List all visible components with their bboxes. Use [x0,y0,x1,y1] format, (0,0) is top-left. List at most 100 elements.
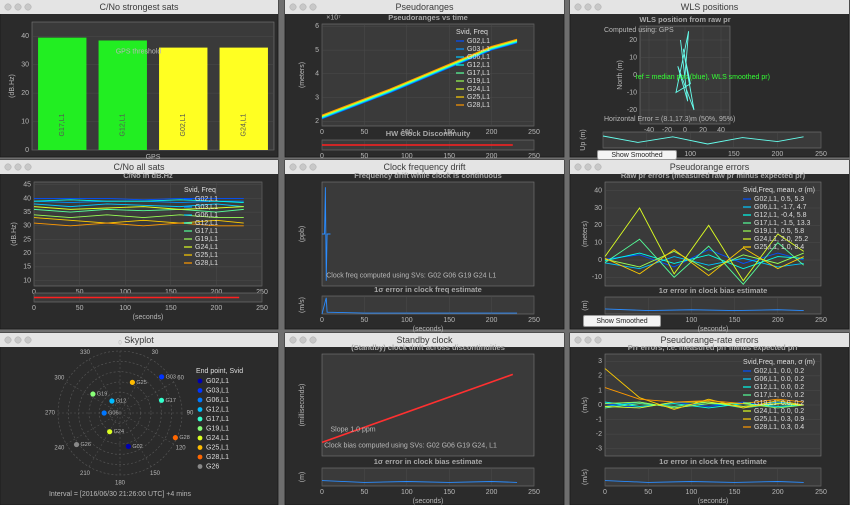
satellite [158,397,165,403]
y-tick-label: 45 [23,182,31,189]
y-tick-label: 0 [598,257,602,264]
legend-entry: G17,L1, 0.0, 0.2 [754,392,804,399]
data-line [33,217,244,224]
x-tick-label: 200 [486,317,498,324]
y-tick-label: 15 [23,264,31,271]
data-line [604,401,804,409]
axes-title: C/No in dB.Hz [123,171,173,180]
x-tick-label: 150 [165,289,177,296]
x-tick-label: 200 [772,151,784,158]
y-tick-label: -3 [596,446,602,453]
y-axis-label: (meters) [582,221,589,247]
legend-swatch [197,445,203,450]
window-control [309,3,317,11]
legend-entry: G28,L1, 0.3, 0.4 [754,424,804,431]
window-control [584,336,592,344]
legend-swatch [197,407,203,412]
annotation: Clock bias computed using SVs: G02 G06 G… [324,443,497,450]
axes-title: Raw pr errors (measured raw pr minus exp… [621,171,806,180]
x-tick-label: -20 [662,127,672,134]
x-tick-label: 150 [728,151,740,158]
y-tick-label: 35 [23,209,31,216]
axes-background [321,467,535,487]
satellite [158,374,165,380]
x-tick-label: 200 [486,129,498,136]
axes-title: Pseudoranges vs time [388,13,468,22]
window-control [4,336,12,344]
legend-entry: G12,L1, -0.4, 5.8 [754,212,807,219]
title-bar [570,160,849,174]
window-control [4,163,12,171]
x-tick-label: 200 [772,489,784,496]
x-tick-label: 250 [256,289,268,296]
x-axis-label: (seconds) [413,326,444,333]
legend-swatch [197,378,203,384]
x-tick-label: 0 [320,153,324,160]
legend-title: Svid,Freq, mean, σ (m) [743,359,815,366]
y-tick-label: 30 [594,205,602,212]
y-tick-label: 10 [629,54,637,61]
axes-title: 1σ error in clock freq estimate [374,285,482,294]
bar [159,47,208,150]
window-control [309,336,317,344]
legend-entry: G06,L1 [206,397,229,404]
data-line [322,187,331,281]
bar [98,40,147,150]
show-smoothed-button[interactable]: Show Smoothed [597,150,677,160]
y-tick-label: 20 [594,222,602,229]
data-line [604,252,804,270]
title-bar [570,0,849,14]
legend-entry: G03,L1 [467,46,490,53]
data-line [33,199,244,203]
x-tick-label: 100 [686,489,698,496]
y-axis-label: (dB.Hz) [9,74,16,98]
x-tick-label: 0 [320,489,324,496]
azimuth-label: 240 [54,446,65,452]
data-line [604,401,804,409]
x-tick-label: 200 [486,153,498,160]
satellite [172,435,178,441]
y-tick-label: 0 [633,72,637,79]
window-title: WLS positions [681,2,739,12]
show-smoothed-button[interactable]: Show Smoothed [583,315,661,327]
y-tick-label: 6 [315,23,319,30]
y-tick-label: -1 [596,416,602,423]
x-tick-label: 100 [401,153,413,160]
x-axis-label: (seconds) [413,498,444,505]
axes-title: 1σ error in clock bias estimate [659,286,768,295]
y-axis-label: (ppb) [299,226,306,242]
elevation-ring [88,381,152,445]
legend-entry: G28,L1 [195,260,218,267]
satellite [129,379,135,385]
axes-title: HW Clock Discontinuity [386,129,471,138]
data-line [321,38,518,116]
y-tick-label: 3 [315,94,319,101]
satellite-label: G24 [114,429,124,435]
y-axis-label: (m) [299,472,306,483]
azimuth-label: 330 [80,350,91,356]
annotation: Slope 1.0 ppm [330,426,375,433]
data-line [675,31,695,111]
y-tick-label: -10 [592,274,602,281]
x-tick-label: 50 [76,289,84,296]
legend-entry: G12,L1 [206,406,229,413]
axes-title: WLS position from raw pr [639,15,730,24]
legend-entry: G17,L1 [467,70,490,77]
axes-title: Prr errors, i.e. measured prr minus expe… [628,343,799,352]
x-tick-label: 100 [401,317,413,324]
data-line [604,401,804,409]
legend-swatch [197,388,203,393]
legend-title: End point, Svid [196,368,243,375]
annotation: ref = median pos (blue), WLS smoothed pr… [636,74,770,81]
window-title: Pseudorange errors [670,162,750,172]
legend-swatch [197,416,203,422]
satellite [101,410,107,416]
satellite [90,391,96,397]
window-title: Standby clock [396,335,453,345]
window-control [14,336,22,344]
legend-entry: G25,L1 [467,94,490,101]
x-axis-label: GPS [146,154,161,161]
title-bar [0,0,278,14]
azimuth-label: 0 [118,341,122,347]
x-tick-label: 200 [211,289,223,296]
